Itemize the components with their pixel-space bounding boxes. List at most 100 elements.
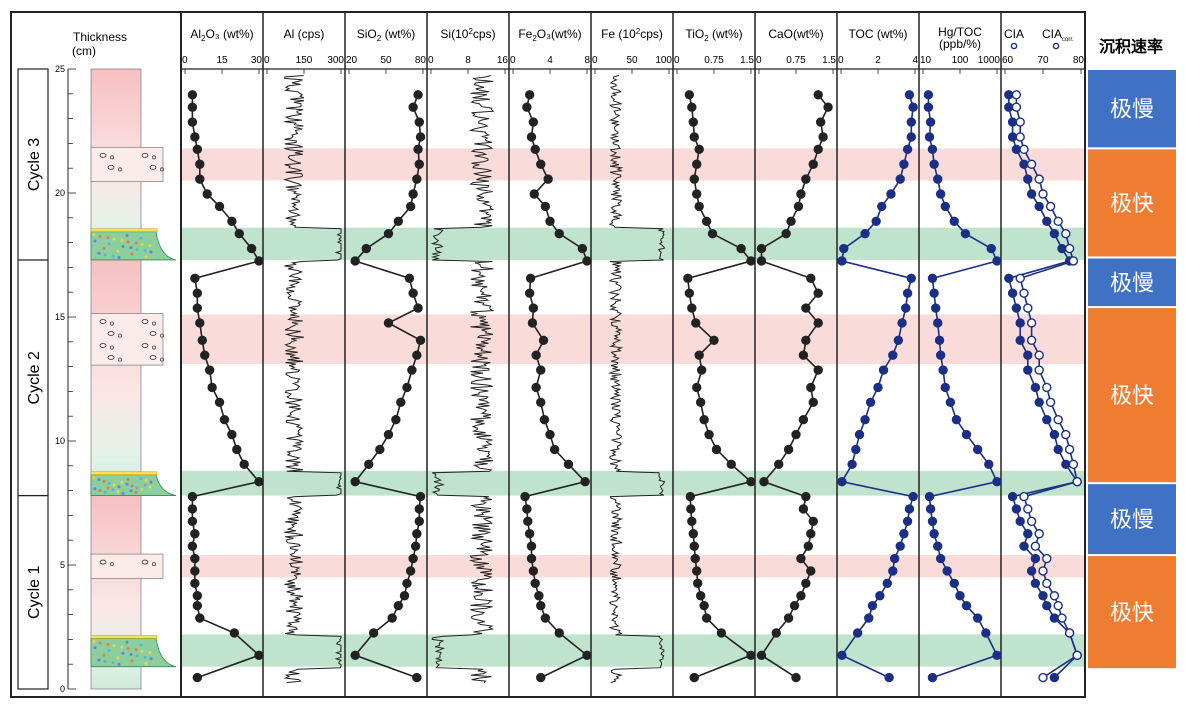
cia-point (1011, 144, 1022, 155)
series-point (415, 132, 426, 142)
series-point (229, 628, 240, 638)
lens-grain (130, 484, 134, 488)
lens-grain (134, 491, 138, 495)
lens-grain (98, 641, 102, 645)
series-point (531, 382, 541, 393)
lens-grain (120, 480, 124, 484)
series-point (526, 553, 537, 564)
cia-point (1042, 414, 1052, 425)
series-point (771, 628, 781, 638)
pebble-mark (141, 343, 149, 348)
series-point (187, 504, 198, 514)
series-point (895, 541, 905, 551)
series-point (414, 159, 424, 169)
series-point (940, 382, 950, 393)
series-point (536, 365, 546, 375)
series-point (202, 189, 212, 199)
pebble-mark (152, 155, 156, 160)
series-point (190, 273, 200, 284)
series-point (808, 159, 818, 169)
series-point (837, 476, 847, 487)
series-point (350, 476, 360, 487)
lens-grain (120, 238, 124, 242)
series-point (375, 444, 385, 455)
tick-label: 0 (510, 55, 516, 66)
series-point (254, 476, 264, 487)
cia-corr-point (1034, 365, 1044, 375)
pebble-mark (160, 333, 164, 338)
series-point (227, 216, 237, 226)
series-point (949, 216, 959, 226)
series-point (393, 216, 404, 226)
series-point (404, 273, 415, 284)
series-point (783, 613, 794, 623)
series-point (711, 444, 722, 455)
series-point (383, 318, 394, 328)
series-point (808, 516, 818, 527)
series-point (254, 256, 264, 266)
series-point (746, 476, 756, 487)
series-point (759, 476, 769, 487)
lens-grain (126, 477, 130, 481)
series-point (806, 382, 816, 393)
series-point (803, 541, 814, 551)
legend-marker-cia (1010, 42, 1018, 50)
series-point (683, 273, 693, 284)
tick-label: 1.5 (822, 55, 836, 66)
series-point (961, 429, 972, 440)
series-point (405, 566, 416, 576)
cia-corr-point (1053, 216, 1063, 226)
series-point (888, 566, 898, 576)
cia-corr-point (1015, 117, 1025, 127)
series-point (888, 350, 898, 360)
series-point (851, 444, 861, 455)
cia-corr-point (1015, 132, 1025, 142)
rate-block (1088, 258, 1176, 307)
basal-lens (90, 231, 177, 261)
series-point (813, 90, 823, 100)
series-point (684, 288, 695, 298)
pebble-mark (141, 152, 149, 158)
series-point (927, 144, 938, 155)
series-point (925, 117, 936, 127)
lens-grain (103, 490, 107, 494)
panel-0: Al2O₃ (wt%) 0 15 30 (182, 27, 264, 683)
series-point (823, 102, 833, 112)
lens-grain (135, 247, 139, 251)
series-point (935, 189, 946, 199)
lens-grain (116, 490, 120, 494)
series-point (528, 566, 539, 576)
tick-label: 16 (497, 55, 509, 66)
cia-corr-point (1026, 335, 1037, 346)
series-point (904, 90, 915, 100)
series-point (895, 174, 905, 184)
series-point (187, 117, 198, 127)
series-point (796, 591, 806, 601)
series-point (554, 628, 564, 638)
series-point (864, 613, 874, 623)
series-point (935, 350, 946, 360)
tick-label: 4 (912, 55, 918, 66)
lens-grain (92, 476, 96, 480)
series-point (886, 189, 896, 199)
thickness-unit: (cm) (72, 44, 96, 58)
series-point (789, 600, 800, 611)
series-point (806, 273, 816, 284)
cia-point (1011, 504, 1022, 514)
series-point (908, 491, 918, 502)
cia-corr-point (1042, 382, 1052, 393)
lens-grain (102, 479, 106, 483)
series-point (412, 350, 422, 360)
lens-grain (106, 235, 110, 239)
series-point (801, 174, 811, 184)
lens-grain (97, 658, 101, 662)
lens-grain (149, 657, 153, 661)
lens-grain (125, 482, 129, 486)
panel-9: Hg/TOC(ppb/%) 10 100 1000 (920, 25, 1002, 683)
series-point (190, 566, 200, 576)
cycle-label: Cycle 3 (26, 138, 43, 191)
pebble-mark (160, 167, 164, 172)
series-point (992, 256, 1002, 266)
lens-grain (121, 245, 125, 249)
